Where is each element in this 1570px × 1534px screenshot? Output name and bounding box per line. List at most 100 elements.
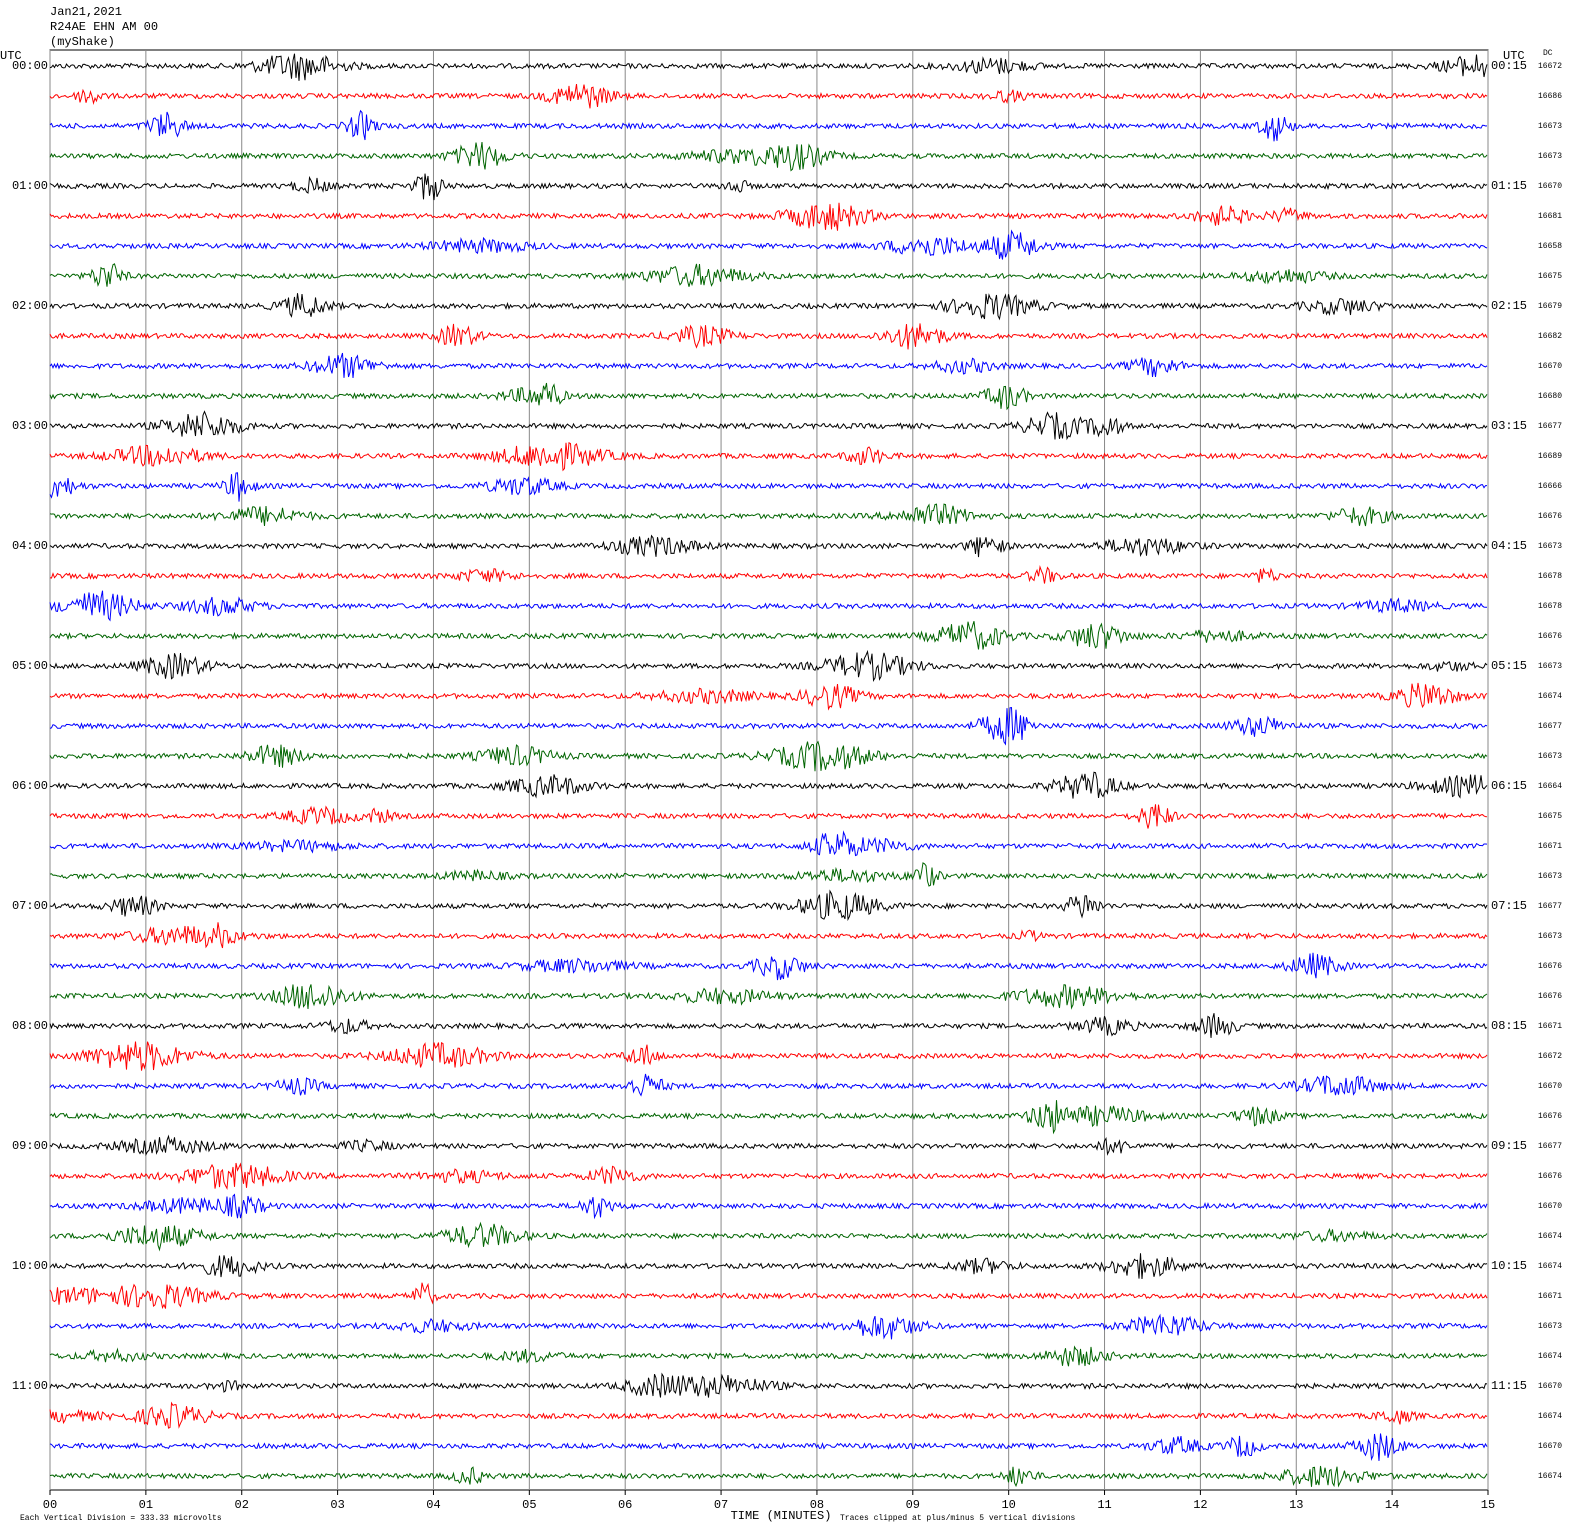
dc-value: 16674 xyxy=(1538,1412,1562,1421)
row-label-right: 02:15 xyxy=(1491,299,1527,313)
row-label-left: 03:00 xyxy=(12,419,48,433)
dc-value: 16670 xyxy=(1538,362,1562,371)
dc-value: 16670 xyxy=(1538,1082,1562,1091)
dc-value: 16672 xyxy=(1538,62,1562,71)
dc-value: 16675 xyxy=(1538,812,1562,821)
dc-value: 16676 xyxy=(1538,512,1562,521)
dc-value: 16673 xyxy=(1538,152,1562,161)
trace xyxy=(49,109,1488,142)
dc-value: 16676 xyxy=(1538,962,1562,971)
x-tick-label: 06 xyxy=(618,1498,632,1512)
row-label-right: 03:15 xyxy=(1491,419,1527,433)
dc-value: 16676 xyxy=(1538,1112,1562,1121)
trace xyxy=(49,1465,1488,1488)
trace xyxy=(49,1041,1488,1071)
row-label-right: 10:15 xyxy=(1491,1259,1527,1273)
dc-value: 16674 xyxy=(1538,1352,1562,1361)
dc-title: DC xyxy=(1543,49,1553,58)
dc-value: 16677 xyxy=(1538,1142,1562,1151)
x-tick-label: 11 xyxy=(1097,1498,1111,1512)
trace xyxy=(49,1345,1488,1367)
dc-value: 16682 xyxy=(1538,332,1562,341)
trace xyxy=(49,1313,1488,1340)
trace xyxy=(49,565,1488,584)
trace xyxy=(49,263,1488,287)
dc-value: 16678 xyxy=(1538,602,1562,611)
row-label-right: 04:15 xyxy=(1491,539,1527,553)
dc-value: 16673 xyxy=(1538,1322,1562,1331)
dc-value: 16676 xyxy=(1538,992,1562,1001)
dc-value: 16671 xyxy=(1538,842,1562,851)
trace xyxy=(49,1433,1488,1461)
trace xyxy=(49,740,1488,772)
trace xyxy=(49,142,1488,172)
dc-value: 16674 xyxy=(1538,692,1562,701)
dc-value: 16674 xyxy=(1538,1232,1562,1241)
trace xyxy=(49,53,1488,81)
row-label-left: 10:00 xyxy=(12,1259,48,1273)
footer-right: Traces clipped at plus/minus 5 vertical … xyxy=(840,1514,1075,1523)
row-label-left: 05:00 xyxy=(12,659,48,673)
trace xyxy=(49,1162,1488,1190)
x-tick-label: 05 xyxy=(522,1498,536,1512)
x-tick-label: 13 xyxy=(1289,1498,1303,1512)
trace xyxy=(49,534,1488,558)
x-tick-label: 08 xyxy=(810,1498,824,1512)
dc-value: 16686 xyxy=(1538,92,1562,101)
dc-value: 16674 xyxy=(1538,1472,1562,1481)
trace xyxy=(49,1221,1488,1252)
trace xyxy=(49,862,1488,887)
row-label-left: 09:00 xyxy=(12,1139,48,1153)
trace xyxy=(49,771,1488,799)
row-label-right: 00:15 xyxy=(1491,59,1527,73)
row-label-right: 01:15 xyxy=(1491,179,1527,193)
trace xyxy=(49,649,1488,683)
x-tick-label: 04 xyxy=(426,1498,440,1512)
plot-frame xyxy=(49,49,1489,1491)
row-label-left: 02:00 xyxy=(12,299,48,313)
left-axis-title: UTC xyxy=(0,49,22,63)
x-tick-label: 12 xyxy=(1193,1498,1207,1512)
dc-value: 16658 xyxy=(1538,242,1562,251)
dc-value: 16681 xyxy=(1538,212,1562,221)
trace xyxy=(49,804,1488,829)
trace xyxy=(49,1401,1488,1429)
trace xyxy=(49,503,1488,527)
trace xyxy=(49,382,1488,411)
x-tick-label: 01 xyxy=(139,1498,153,1512)
row-label-right: 06:15 xyxy=(1491,779,1527,793)
trace xyxy=(49,410,1488,441)
dc-value: 16689 xyxy=(1538,452,1562,461)
x-tick-label: 15 xyxy=(1481,1498,1495,1512)
dc-value: 16670 xyxy=(1538,1202,1562,1211)
dc-value: 16677 xyxy=(1538,902,1562,911)
trace xyxy=(49,202,1488,231)
trace xyxy=(49,1253,1488,1280)
dc-value: 16671 xyxy=(1538,1292,1562,1301)
dc-value: 16670 xyxy=(1538,1442,1562,1451)
dc-value: 16674 xyxy=(1538,1262,1562,1271)
footer-left: Each Vertical Division = 333.33 microvol… xyxy=(20,1514,222,1523)
dc-value: 16677 xyxy=(1538,722,1562,731)
dc-value: 16673 xyxy=(1538,752,1562,761)
trace xyxy=(49,707,1488,746)
trace xyxy=(49,1134,1488,1157)
x-tick-label: 07 xyxy=(714,1498,728,1512)
row-label-left: 08:00 xyxy=(12,1019,48,1033)
row-label-right: 11:15 xyxy=(1491,1379,1527,1393)
trace xyxy=(49,229,1488,260)
title-station: R24AE EHN AM 00 xyxy=(50,20,158,34)
x-tick-label: 03 xyxy=(330,1498,344,1512)
trace xyxy=(49,84,1488,109)
trace xyxy=(49,442,1488,472)
x-axis-label: TIME (MINUTES) xyxy=(731,1509,832,1523)
row-label-right: 09:15 xyxy=(1491,1139,1527,1153)
trace xyxy=(49,1193,1488,1220)
trace xyxy=(49,922,1488,949)
dc-value: 16676 xyxy=(1538,1172,1562,1181)
dc-value: 16676 xyxy=(1538,632,1562,641)
dc-value: 16671 xyxy=(1538,1022,1562,1031)
row-label-left: 01:00 xyxy=(12,179,48,193)
row-label-left: 00:00 xyxy=(12,59,48,73)
